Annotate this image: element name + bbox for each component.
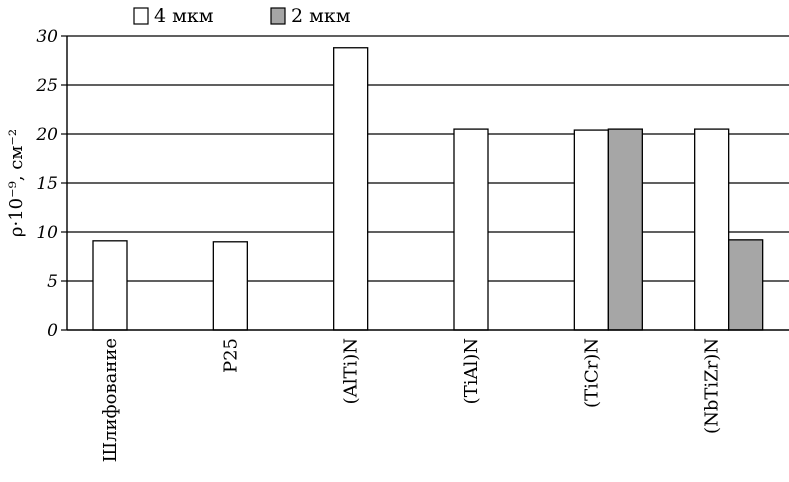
- axes: [61, 35, 789, 331]
- y-tick-label: 5: [47, 272, 58, 292]
- y-tick-label: 30: [36, 27, 58, 47]
- x-category-label: (TiAl)N: [461, 338, 482, 404]
- bar-2um: [728, 239, 764, 331]
- y-tick-labels: 0 5 10 15 20 25 30: [35, 27, 58, 341]
- bar-4um: [694, 128, 730, 331]
- bar-2um: [607, 128, 643, 331]
- x-category-label: Р25: [220, 338, 241, 373]
- bars: [92, 47, 764, 331]
- bar-4um: [333, 47, 369, 331]
- legend-swatch: [133, 7, 149, 25]
- bar-4um: [573, 129, 609, 331]
- y-tick-label: 15: [36, 174, 58, 194]
- legend-label: 4 мкм: [154, 5, 214, 27]
- legend: 4 мкм 2 мкм: [133, 5, 351, 27]
- legend-swatch: [270, 7, 286, 25]
- bar-4um: [92, 240, 128, 331]
- x-category-labels: Шлифование Р25 (AlTi)N (TiAl)N (TiCr)N (NbTiZ…: [100, 338, 723, 462]
- y-tick-label: 0: [47, 321, 58, 341]
- y-axis-label: ρ·10⁻⁹, см⁻²: [6, 129, 27, 237]
- bar-4um: [453, 128, 489, 331]
- bar-4um: [212, 241, 248, 331]
- grid-lines: [67, 35, 789, 282]
- y-tick-label: 20: [35, 125, 58, 145]
- y-tick-label: 25: [35, 76, 58, 96]
- x-category-label: (NbTiZr)N: [702, 338, 723, 434]
- y-tick-label: 10: [36, 223, 58, 243]
- x-category-label: (TiCr)N: [581, 338, 602, 408]
- x-category-label: Шлифование: [100, 338, 121, 462]
- x-category-label: (AlTi)N: [341, 338, 362, 404]
- legend-label: 2 мкм: [291, 5, 351, 27]
